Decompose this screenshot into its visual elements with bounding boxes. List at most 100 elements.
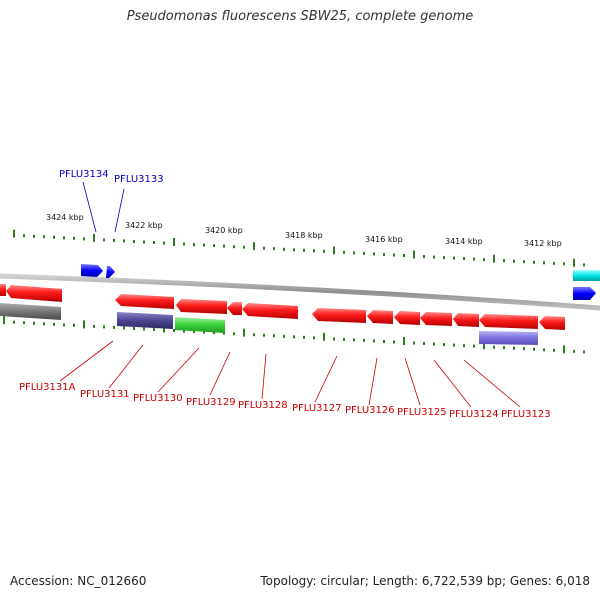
- minor-tick: [583, 350, 585, 354]
- minor-tick: [143, 240, 145, 244]
- gene-label-pflu3128[interactable]: PFLU3128: [238, 400, 288, 411]
- minor-tick: [403, 254, 405, 257]
- minor-tick: [73, 323, 75, 327]
- minor-tick: [133, 240, 135, 243]
- scale-labels: 3424 kbp 3422 kbp 3420 kbp 3418 kbp 3416…: [46, 213, 562, 248]
- feature-green[interactable]: [175, 317, 225, 333]
- minor-tick: [353, 251, 355, 255]
- gene-arrow-pflu3128[interactable]: [242, 303, 298, 319]
- gene-arrow-pflu3131a[interactable]: [6, 285, 62, 302]
- gene-label-pflu3129[interactable]: PFLU3129: [186, 397, 236, 408]
- minor-tick: [563, 262, 565, 266]
- feature-purple[interactable]: [117, 312, 173, 329]
- gene-label-pflu3131a[interactable]: PFLU3131A: [19, 382, 76, 393]
- minor-tick: [313, 249, 315, 253]
- minor-tick: [53, 322, 55, 326]
- major-tick: [83, 320, 85, 329]
- gene-arrow-pflu3126[interactable]: [367, 310, 393, 324]
- minor-tick: [463, 257, 465, 261]
- minor-tick: [23, 234, 25, 238]
- minor-tick: [423, 342, 425, 345]
- major-tick: [243, 328, 245, 337]
- minor-tick: [373, 252, 375, 256]
- minor-tick: [83, 237, 85, 241]
- minor-tick: [43, 235, 45, 239]
- gene-arrow-pflu3125[interactable]: [394, 311, 420, 325]
- gene-arrow-pflu3121[interactable]: [539, 316, 565, 330]
- gene-arrow-pflu3123[interactable]: [453, 313, 479, 327]
- minor-tick: [333, 337, 335, 341]
- feature-lavender[interactable]: [479, 331, 538, 345]
- minor-tick: [303, 248, 305, 252]
- minor-tick: [73, 236, 75, 240]
- gene-arrow-pflu3129[interactable]: [227, 302, 242, 315]
- minor-tick: [583, 263, 585, 267]
- minor-tick: [473, 344, 475, 348]
- minor-tick: [283, 247, 285, 251]
- minor-tick: [573, 349, 575, 353]
- gene-label-pflu3130[interactable]: PFLU3130: [133, 393, 183, 404]
- major-tick: [563, 345, 565, 354]
- feature-gray-left[interactable]: [0, 303, 61, 320]
- minor-tick: [173, 329, 175, 332]
- minor-tick: [553, 261, 555, 265]
- minor-tick: [353, 338, 355, 342]
- minor-tick: [233, 245, 235, 249]
- inner-scale-ticks: [3, 316, 585, 354]
- minor-tick: [263, 246, 265, 250]
- minor-tick: [183, 329, 185, 333]
- gene-label-pflu3131[interactable]: PFLU3131: [80, 389, 130, 400]
- minor-tick: [93, 324, 95, 328]
- scale-label-3422: 3422 kbp: [125, 221, 163, 230]
- minor-tick: [123, 326, 125, 330]
- minor-tick: [423, 255, 425, 258]
- minor-tick: [463, 344, 465, 348]
- minor-tick: [233, 332, 235, 336]
- minor-tick: [453, 256, 455, 260]
- minor-tick: [393, 340, 395, 344]
- rna-feature-right[interactable]: [573, 270, 600, 281]
- gene-arrow-pflu3127[interactable]: [312, 308, 366, 323]
- gene-label-pflu3124[interactable]: PFLU3124: [449, 409, 499, 420]
- minor-tick: [433, 255, 435, 259]
- gene-label-pflu3126[interactable]: PFLU3126: [345, 405, 395, 416]
- minor-tick: [23, 321, 25, 325]
- minor-tick: [143, 327, 145, 331]
- major-tick: [3, 316, 5, 325]
- gene-arrow-pflu3122[interactable]: [479, 314, 538, 329]
- minor-tick: [43, 322, 45, 326]
- gene-arrow-right-edge[interactable]: [573, 287, 596, 300]
- minor-tick: [543, 261, 545, 265]
- minor-tick: [493, 345, 495, 349]
- minor-tick: [393, 253, 395, 257]
- minor-tick: [213, 331, 215, 335]
- minor-tick: [63, 236, 65, 240]
- gene-arrow-pflu3124[interactable]: [420, 312, 452, 326]
- gene-label-pflu3125[interactable]: PFLU3125: [397, 407, 447, 418]
- gene-label-pflu3123[interactable]: PFLU3123: [501, 409, 551, 420]
- gene-arrow-left-edge[interactable]: [0, 284, 6, 296]
- minor-tick: [103, 325, 105, 329]
- gene-arrow-pflu3131[interactable]: [115, 294, 174, 309]
- minor-tick: [413, 341, 415, 345]
- gene-arrow-pflu3134[interactable]: [81, 264, 103, 277]
- label-connectors: [59, 181, 521, 408]
- forward-gene-labels: PFLU3134 PFLU3133: [59, 169, 164, 185]
- minor-tick: [103, 238, 105, 242]
- major-tick: [413, 250, 415, 259]
- minor-tick: [343, 250, 345, 254]
- minor-tick: [203, 330, 205, 334]
- genome-title: Pseudomonas fluorescens SBW25, complete …: [126, 9, 474, 24]
- major-tick: [253, 242, 255, 251]
- gene-arrow-pflu3133[interactable]: [106, 266, 115, 278]
- minor-tick: [503, 346, 505, 350]
- minor-tick: [303, 335, 305, 339]
- gene-arrow-pflu3130[interactable]: [176, 299, 227, 314]
- gene-label-pflu3127[interactable]: PFLU3127: [292, 403, 342, 414]
- gene-label-pflu3134[interactable]: PFLU3134: [59, 169, 109, 180]
- gene-label-pflu3133[interactable]: PFLU3133: [114, 174, 164, 185]
- major-tick: [403, 337, 405, 345]
- scale-label-3416: 3416 kbp: [365, 235, 403, 244]
- scale-label-3424: 3424 kbp: [46, 213, 84, 222]
